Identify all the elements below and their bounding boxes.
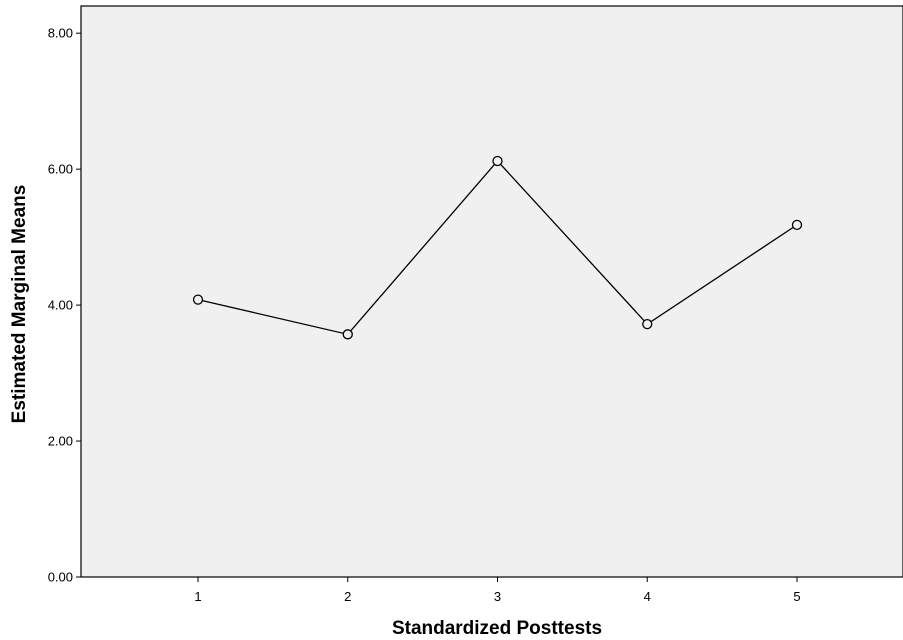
- data-point: [642, 318, 653, 330]
- data-point: [791, 219, 803, 231]
- x-tick-label: 3: [494, 589, 501, 604]
- x-tick-label: 2: [344, 589, 351, 604]
- data-point: [492, 155, 503, 167]
- y-axis-ticks: 0.00 2.00 4.00 6.00 8.00: [48, 26, 81, 585]
- x-tick-label: 1: [194, 589, 201, 604]
- x-axis-title: Standardized Posttests: [392, 618, 602, 639]
- data-point: [192, 294, 204, 305]
- y-axis-title: Estimated Marginal Means: [9, 185, 30, 424]
- plot-area: [80, 5, 903, 578]
- x-axis-ticks: 1 2 3 4 5: [194, 577, 801, 604]
- y-tick-label: 0.00: [48, 570, 73, 585]
- x-tick-label: 5: [793, 589, 800, 604]
- x-tick-label: 4: [644, 589, 651, 604]
- y-tick-label: 8.00: [48, 26, 73, 41]
- y-tick-label: 2.00: [48, 434, 73, 449]
- y-tick-label: 4.00: [48, 298, 73, 313]
- y-tick-label: 6.00: [48, 162, 73, 177]
- series-group: [192, 155, 803, 340]
- data-point: [342, 329, 353, 340]
